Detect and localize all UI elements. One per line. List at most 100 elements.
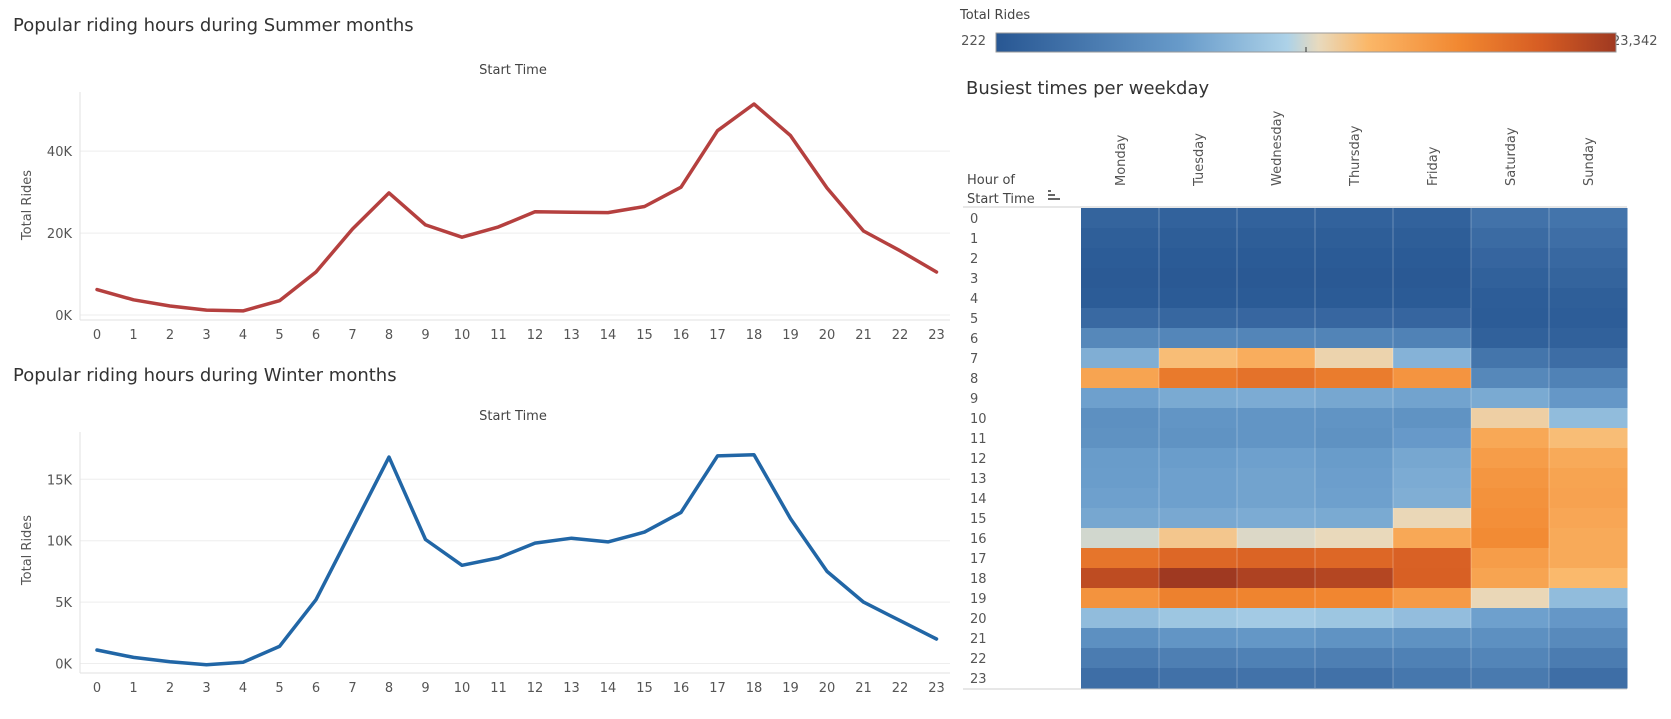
heatmap-cell[interactable]: [1549, 608, 1628, 629]
heatmap-cell[interactable]: [1315, 528, 1394, 549]
winter-series-line[interactable]: [95, 452, 939, 667]
heatmap-cell[interactable]: [1237, 468, 1316, 489]
heatmap-cell[interactable]: [1237, 548, 1316, 569]
heatmap-cell[interactable]: [1315, 208, 1394, 229]
heatmap-cell[interactable]: [1549, 428, 1628, 449]
heatmap-cell[interactable]: [1315, 248, 1394, 269]
heatmap-cell[interactable]: [1081, 548, 1160, 569]
heatmap-cell[interactable]: [1081, 648, 1160, 669]
heatmap-cell[interactable]: [1237, 588, 1316, 609]
heatmap-cell[interactable]: [1315, 288, 1394, 309]
heatmap-cell[interactable]: [1393, 508, 1472, 529]
heatmap-cell[interactable]: [1549, 328, 1628, 349]
heatmap-cell[interactable]: [1159, 408, 1238, 429]
heatmap-cell[interactable]: [1081, 308, 1160, 329]
heatmap-cell[interactable]: [1549, 568, 1628, 589]
heatmap-cell[interactable]: [1159, 248, 1238, 269]
heatmap-cell[interactable]: [1471, 588, 1550, 609]
heatmap-cell[interactable]: [1393, 548, 1472, 569]
heatmap-cell[interactable]: [1237, 528, 1316, 549]
heatmap-cell[interactable]: [1549, 468, 1628, 489]
heatmap-cell[interactable]: [1471, 548, 1550, 569]
heatmap-cell[interactable]: [1159, 228, 1238, 249]
heatmap-cell[interactable]: [1471, 208, 1550, 229]
heatmap-cell[interactable]: [1081, 328, 1160, 349]
heatmap-cell[interactable]: [1159, 528, 1238, 549]
heatmap-cell[interactable]: [1471, 368, 1550, 389]
heatmap-cell[interactable]: [1393, 268, 1472, 289]
heatmap-cell[interactable]: [1081, 528, 1160, 549]
heatmap-cell[interactable]: [1159, 608, 1238, 629]
heatmap-cell[interactable]: [1081, 268, 1160, 289]
heatmap-cell[interactable]: [1315, 648, 1394, 669]
heatmap-cell[interactable]: [1471, 668, 1550, 689]
heatmap-cell[interactable]: [1549, 288, 1628, 309]
heatmap-cell[interactable]: [1237, 388, 1316, 409]
heatmap-cell[interactable]: [1081, 508, 1160, 529]
heatmap-cell[interactable]: [1081, 388, 1160, 409]
heatmap-cell[interactable]: [1549, 208, 1628, 229]
heatmap-cell[interactable]: [1393, 308, 1472, 329]
heatmap-cell[interactable]: [1237, 328, 1316, 349]
heatmap-cell[interactable]: [1549, 268, 1628, 289]
heatmap-cell[interactable]: [1393, 208, 1472, 229]
heatmap-cell[interactable]: [1237, 368, 1316, 389]
heatmap-cell[interactable]: [1471, 448, 1550, 469]
heatmap-cell[interactable]: [1159, 668, 1238, 689]
heatmap-cell[interactable]: [1159, 288, 1238, 309]
heatmap-cell[interactable]: [1315, 468, 1394, 489]
heatmap-cell[interactable]: [1081, 428, 1160, 449]
heatmap-cell[interactable]: [1549, 308, 1628, 329]
heatmap-cell[interactable]: [1393, 248, 1472, 269]
heatmap-cell[interactable]: [1393, 628, 1472, 649]
heatmap-cell[interactable]: [1081, 408, 1160, 429]
heatmap-cell[interactable]: [1159, 208, 1238, 229]
heatmap-cell[interactable]: [1315, 368, 1394, 389]
heatmap-cell[interactable]: [1237, 348, 1316, 369]
heatmap-cell[interactable]: [1315, 548, 1394, 569]
heatmap-cell[interactable]: [1471, 228, 1550, 249]
heatmap-cell[interactable]: [1471, 388, 1550, 409]
heatmap-cell[interactable]: [1393, 588, 1472, 609]
heatmap-cell[interactable]: [1159, 548, 1238, 569]
heatmap-cell[interactable]: [1393, 528, 1472, 549]
heatmap-cell[interactable]: [1315, 608, 1394, 629]
heatmap-cell[interactable]: [1159, 448, 1238, 469]
heatmap-cell[interactable]: [1315, 588, 1394, 609]
heatmap-cell[interactable]: [1393, 288, 1472, 309]
heatmap-cell[interactable]: [1159, 488, 1238, 509]
heatmap-cell[interactable]: [1315, 388, 1394, 409]
heatmap-cell[interactable]: [1471, 608, 1550, 629]
heatmap-cell[interactable]: [1315, 228, 1394, 249]
summer-series-line[interactable]: [95, 102, 939, 313]
heatmap-cell[interactable]: [1393, 228, 1472, 249]
heatmap-cell[interactable]: [1549, 628, 1628, 649]
heatmap-cell[interactable]: [1549, 528, 1628, 549]
sort-icon[interactable]: [1048, 190, 1060, 200]
heatmap-cell[interactable]: [1159, 328, 1238, 349]
heatmap-cell[interactable]: [1315, 488, 1394, 509]
heatmap-cell[interactable]: [1315, 408, 1394, 429]
heatmap-cell[interactable]: [1237, 268, 1316, 289]
heatmap-cell[interactable]: [1159, 468, 1238, 489]
heatmap-cell[interactable]: [1393, 428, 1472, 449]
heatmap-cell[interactable]: [1549, 408, 1628, 429]
heatmap-cell[interactable]: [1081, 468, 1160, 489]
heatmap-cell[interactable]: [1549, 508, 1628, 529]
heatmap-cell[interactable]: [1315, 568, 1394, 589]
heatmap-cell[interactable]: [1159, 588, 1238, 609]
heatmap-cell[interactable]: [1237, 508, 1316, 529]
heatmap-cell[interactable]: [1471, 328, 1550, 349]
heatmap-cell[interactable]: [1315, 448, 1394, 469]
heatmap-cell[interactable]: [1393, 348, 1472, 369]
heatmap-cell[interactable]: [1471, 468, 1550, 489]
heatmap-cell[interactable]: [1393, 408, 1472, 429]
heatmap-cell[interactable]: [1471, 528, 1550, 549]
heatmap-cell[interactable]: [1081, 368, 1160, 389]
heatmap-cell[interactable]: [1471, 648, 1550, 669]
heatmap-cell[interactable]: [1315, 628, 1394, 649]
heatmap-cell[interactable]: [1549, 228, 1628, 249]
heatmap-cell[interactable]: [1237, 228, 1316, 249]
heatmap-cell[interactable]: [1315, 348, 1394, 369]
heatmap-cell[interactable]: [1549, 668, 1628, 689]
